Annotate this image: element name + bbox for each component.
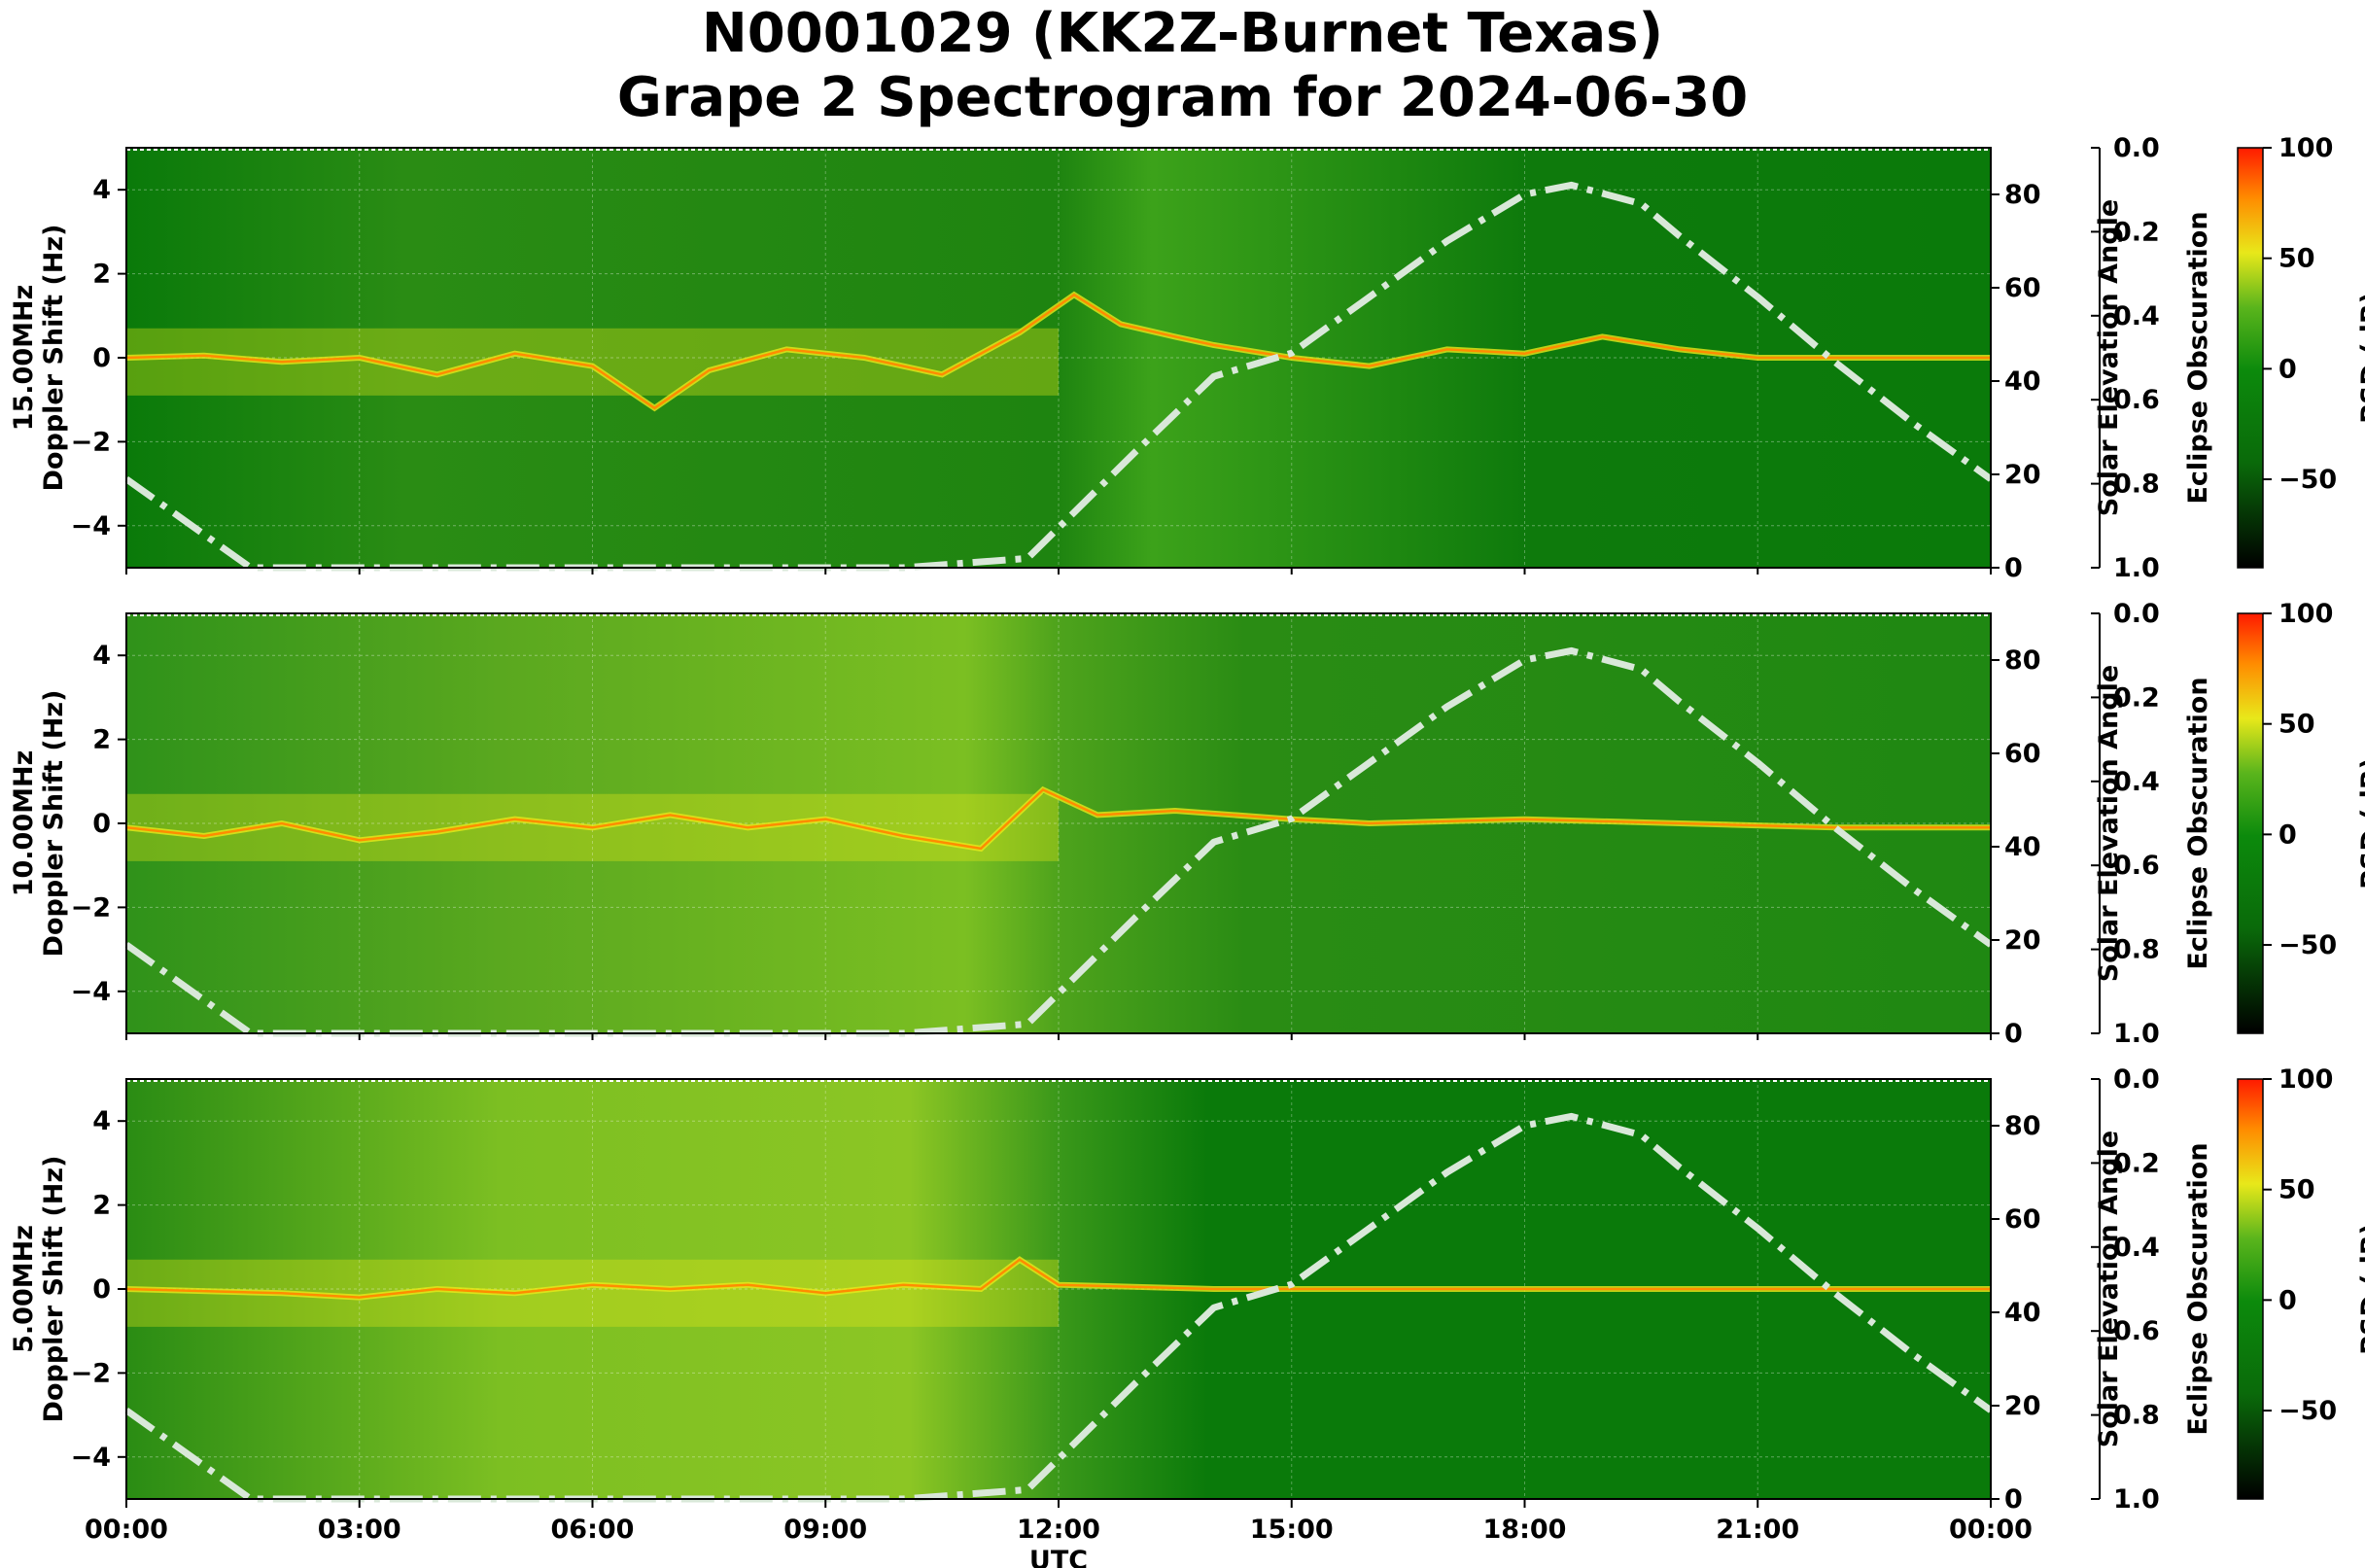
y-tick-label: 0 — [92, 1274, 111, 1305]
y-tick-label: 4 — [92, 1106, 111, 1136]
eclipse-obscuration-label: Eclipse Obscuration — [2183, 677, 2213, 969]
right-tick-label: 20 — [2004, 460, 2041, 490]
doppler-trace — [125, 787, 1991, 851]
y-tick-label: 2 — [92, 725, 111, 755]
colorbar-tick-label: 0 — [2278, 354, 2297, 384]
x-tick-label: 00:00 — [1949, 1515, 2033, 1545]
colorbar-tick-label: 50 — [2278, 1175, 2315, 1205]
y-tick-label: −4 — [71, 977, 111, 1007]
eclipse-tick-label: 0.6 — [2113, 1316, 2160, 1346]
solar-elevation-curve — [123, 181, 1994, 572]
colorbar-tick-label: −50 — [2278, 930, 2337, 960]
eclipse-tick-label: 0.2 — [2113, 682, 2160, 713]
spectrogram-panel-2: −4 −2 0 2 4 10.00MHz Doppler Shift (Hz) 0 20 40 60… — [9, 599, 2365, 1049]
colorbar-tick-label: −50 — [2278, 465, 2337, 495]
eclipse-tick-label: 0.6 — [2113, 385, 2160, 415]
y-axis-freq-label: 5.00MHz — [9, 1225, 39, 1353]
colorbar — [2237, 612, 2264, 1034]
colorbar-tick-label: 50 — [2278, 710, 2315, 740]
colorbar-tick-label: −50 — [2278, 1396, 2337, 1426]
right-tick-label: 40 — [2004, 832, 2041, 862]
x-tick-label: 03:00 — [318, 1515, 401, 1545]
right-tick-label: 0 — [2004, 1019, 2023, 1049]
colorbar-label: PSD (dB) — [2356, 292, 2365, 424]
chart-title-line1: N0001029 (KK2Z-Burnet Texas) — [701, 2, 1664, 65]
y-tick-label: 0 — [92, 343, 111, 373]
y-axis-label: Doppler Shift (Hz) — [39, 225, 69, 492]
eclipse-tick-label: 0.6 — [2113, 851, 2160, 881]
y-tick-label: −2 — [71, 427, 111, 457]
eclipse-tick-label: 0.4 — [2113, 767, 2160, 797]
y-tick-label: 4 — [92, 175, 111, 205]
solar-elevation-curve — [123, 646, 1994, 1037]
right-tick-label: 80 — [2004, 180, 2041, 210]
eclipse-tick-label: 1.0 — [2113, 553, 2160, 583]
x-tick-label: 15:00 — [1250, 1515, 1334, 1545]
x-tick-label: 21:00 — [1716, 1515, 1799, 1545]
eclipse-obscuration-label: Eclipse Obscuration — [2183, 1142, 2213, 1435]
y-tick-label: 2 — [92, 1191, 111, 1221]
solar-elevation-curve — [123, 1112, 1994, 1503]
right-tick-label: 80 — [2004, 1111, 2041, 1141]
eclipse-tick-label: 0.4 — [2113, 301, 2160, 331]
y-tick-label: 2 — [92, 260, 111, 290]
spectrogram-panel-3: −4 −2 0 2 4 5.00MHz Doppler Shift (Hz) 0 20 40 60 8… — [9, 1064, 2365, 1568]
colorbar-tick-label: 50 — [2278, 244, 2315, 274]
y-tick-label: 0 — [92, 809, 111, 839]
x-tick-label: 09:00 — [783, 1515, 867, 1545]
eclipse-tick-label: 0.8 — [2113, 935, 2160, 965]
colorbar-tick-label: 0 — [2278, 1285, 2297, 1315]
eclipse-tick-label: 0.2 — [2113, 217, 2160, 247]
y-tick-label: −4 — [71, 1443, 111, 1473]
colorbar-tick-label: 100 — [2278, 133, 2333, 163]
eclipse-obscuration-label: Eclipse Obscuration — [2183, 211, 2213, 504]
right-tick-label: 60 — [2004, 1204, 2041, 1235]
eclipse-tick-label: 0.8 — [2113, 470, 2160, 500]
colorbar-tick-label: 100 — [2278, 1064, 2333, 1095]
y-tick-label: −4 — [71, 511, 111, 541]
y-tick-label: −2 — [71, 1358, 111, 1388]
colorbar-tick-label: 100 — [2278, 599, 2333, 629]
colorbar-tick-label: 0 — [2278, 819, 2297, 850]
colorbar-label: PSD (dB) — [2356, 1223, 2365, 1355]
doppler-trace — [125, 1258, 1991, 1299]
right-tick-label: 20 — [2004, 1391, 2041, 1421]
right-tick-label: 60 — [2004, 273, 2041, 303]
doppler-trace — [125, 293, 1991, 410]
eclipse-tick-label: 0.0 — [2113, 1064, 2160, 1095]
y-axis-label: Doppler Shift (Hz) — [39, 690, 69, 958]
colorbar-label: PSD (dB) — [2356, 757, 2365, 889]
y-axis-freq-label: 10.00MHz — [9, 750, 39, 897]
right-tick-label: 80 — [2004, 645, 2041, 676]
right-tick-label: 20 — [2004, 925, 2041, 956]
spectrogram-panel-1: −4 −2 0 2 4 15.00MHz Doppler Shift (Hz) 0 20 40 60… — [9, 133, 2365, 583]
eclipse-tick-label: 0.4 — [2113, 1233, 2160, 1263]
eclipse-tick-label: 1.0 — [2113, 1484, 2160, 1515]
right-tick-label: 40 — [2004, 1298, 2041, 1328]
x-axis-label: UTC — [1029, 1546, 1088, 1568]
x-tick-label: 12:00 — [1017, 1515, 1100, 1545]
eclipse-tick-label: 0.8 — [2113, 1401, 2160, 1431]
eclipse-tick-label: 0.0 — [2113, 599, 2160, 629]
eclipse-tick-label: 0.2 — [2113, 1148, 2160, 1178]
x-tick-label: 00:00 — [85, 1515, 168, 1545]
right-tick-label: 0 — [2004, 553, 2023, 583]
y-axis-freq-label: 15.00MHz — [9, 285, 39, 432]
y-axis-label: Doppler Shift (Hz) — [39, 1156, 69, 1423]
eclipse-tick-label: 1.0 — [2113, 1019, 2160, 1049]
right-tick-label: 60 — [2004, 739, 2041, 769]
y-tick-label: 4 — [92, 641, 111, 671]
y-tick-label: −2 — [71, 892, 111, 923]
colorbar — [2237, 1078, 2264, 1500]
eclipse-tick-label: 0.0 — [2113, 133, 2160, 163]
colorbar — [2237, 147, 2264, 569]
spectrogram-image — [126, 148, 1991, 568]
chart-title-line2: Grape 2 Spectrogram for 2024-06-30 — [616, 66, 1749, 129]
right-tick-label: 40 — [2004, 366, 2041, 397]
right-tick-label: 0 — [2004, 1484, 2023, 1515]
x-tick-label: 18:00 — [1483, 1515, 1567, 1545]
x-tick-label: 06:00 — [551, 1515, 635, 1545]
